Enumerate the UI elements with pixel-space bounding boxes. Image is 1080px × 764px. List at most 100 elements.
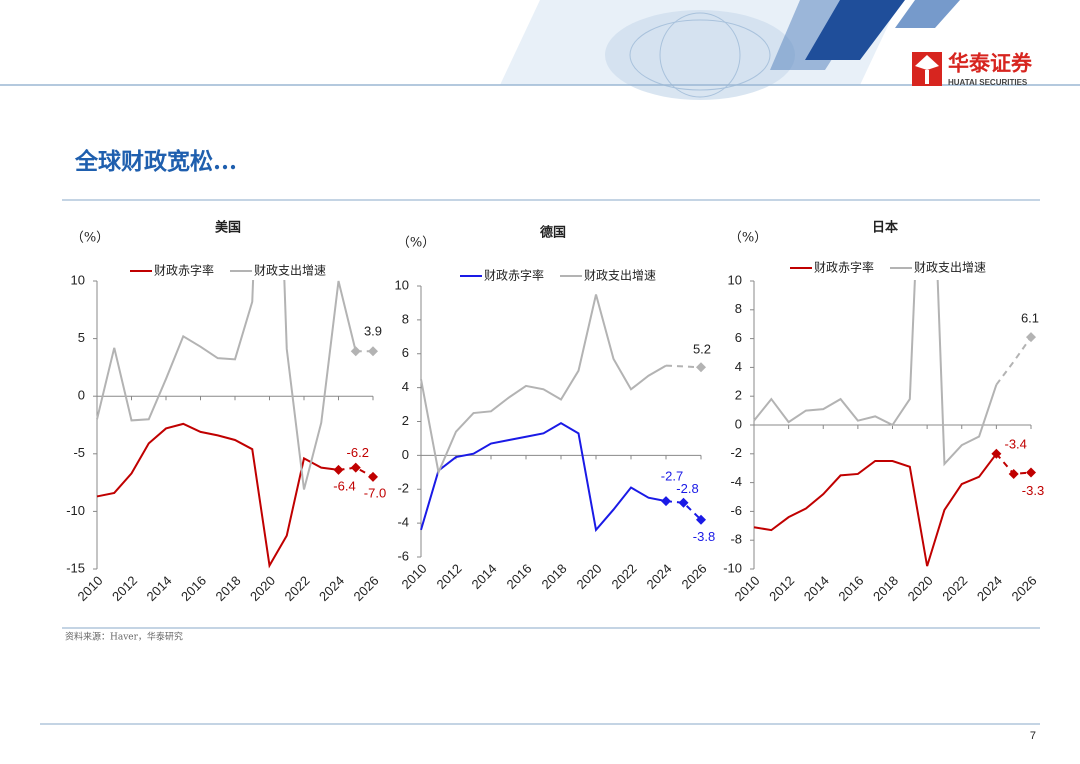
series-line [96,422,339,569]
value-label: -7.0 [364,485,386,500]
y-tick-label: 5 [78,330,85,345]
y-tick-label: -8 [730,532,742,547]
chart-title: 日本 [872,220,898,236]
series-line [753,453,998,567]
value-label: 6.1 [1021,311,1039,326]
y-tick-label: -5 [73,445,85,460]
value-label: -3.4 [1004,436,1026,451]
y-tick-label: 0 [735,416,742,431]
y-tick-label: -2 [397,481,409,496]
y-tick-label: 6 [402,345,409,360]
y-tick-label: -4 [730,474,742,489]
marker [661,496,671,507]
marker [696,514,706,525]
series-line-dashed [665,500,702,521]
x-tick-label: 2020 [247,573,278,604]
x-tick-label: 2020 [573,561,604,592]
chart-title: 德国 [540,225,566,241]
y-tick-label: 10 [728,272,742,287]
y-unit: （%） [397,236,435,251]
value-label: -2.8 [676,481,698,496]
slide-title: 全球财政宽松... [74,148,237,175]
y-tick-label: 10 [395,277,409,292]
y-tick-label: 2 [735,388,742,403]
x-tick-label: 2026 [1008,573,1039,604]
y-tick-label: 2 [402,413,409,428]
marker [1008,468,1019,479]
x-tick-label: 2018 [212,573,243,604]
x-tick-label: 2018 [870,573,901,604]
x-tick-label: 2010 [731,573,762,604]
x-tick-label: 2022 [939,573,970,604]
x-tick-label: 2012 [433,561,464,592]
x-tick-label: 2024 [316,573,347,604]
marker [368,346,378,357]
series-line-dashed [665,364,702,369]
y-tick-label: -10 [66,503,85,518]
marker [696,362,706,373]
chart: 美国 （%） 财政赤字率 财政支出增速 -15 -10 -5 0 5 10 2010 2012 2014… [66,220,386,605]
series-line [96,280,357,490]
header-decoration [0,0,1080,100]
source: 资料来源：Haver，华泰研究 [65,631,183,643]
y-tick-label: 8 [735,301,742,316]
marker [350,346,361,357]
x-tick-label: 2026 [350,573,381,604]
logo-en: HUATAI SECURITIES [948,78,1028,87]
y-tick-label: -4 [397,515,409,530]
series-line-dashed [995,336,1032,386]
x-tick-label: 2012 [109,573,140,604]
x-tick-label: 2012 [766,573,797,604]
y-tick-label: 8 [402,311,409,326]
marker [991,448,1002,459]
legend-label: 财政支出增速 [914,261,986,275]
y-tick-label: -10 [723,560,742,575]
marker [333,464,344,475]
y-tick-label: 0 [402,447,409,462]
series-line [420,294,667,476]
x-tick-label: 2020 [905,573,936,604]
x-tick-label: 2010 [398,561,429,592]
y-tick-label: -6 [730,503,742,518]
series-line [420,422,667,533]
marker [1026,332,1036,343]
y-tick-label: -6 [397,548,409,563]
x-tick-label: 2026 [678,561,709,592]
marker [368,471,378,482]
logo: 华泰证券 HUATAI SECURITIES [912,52,1033,87]
x-tick-label: 2016 [835,573,866,604]
value-label: -2.7 [661,469,683,484]
value-label: -6.2 [347,445,369,460]
logo-cn: 华泰证券 [948,52,1033,76]
y-unit: （%） [729,231,767,246]
x-tick-label: 2022 [608,561,639,592]
series-line [753,280,998,467]
marker [678,497,689,508]
marker [1026,467,1036,478]
x-tick-label: 2016 [503,561,534,592]
value-label: -3.8 [693,529,715,544]
y-tick-label: 4 [735,359,742,374]
y-tick-label: 10 [71,272,85,287]
value-label: -3.3 [1022,483,1044,498]
y-tick-label: -2 [730,445,742,460]
legend-label: 财政支出增速 [584,269,656,283]
y-tick-label: 0 [78,388,85,403]
y-tick-label: 4 [402,379,409,394]
value-label: 3.9 [364,324,382,339]
page-number: 7 [1030,730,1036,742]
x-tick-label: 2018 [538,561,569,592]
value-label: -6.4 [333,478,355,493]
x-tick-label: 2010 [74,573,105,604]
x-tick-label: 2014 [468,561,499,592]
x-tick-label: 2014 [801,573,832,604]
x-tick-label: 2016 [178,573,209,604]
legend-label: 财政支出增速 [254,264,326,278]
x-tick-label: 2014 [143,573,174,604]
x-tick-label: 2024 [643,561,674,592]
y-unit: （%） [71,231,109,246]
chart-title: 美国 [215,220,241,236]
